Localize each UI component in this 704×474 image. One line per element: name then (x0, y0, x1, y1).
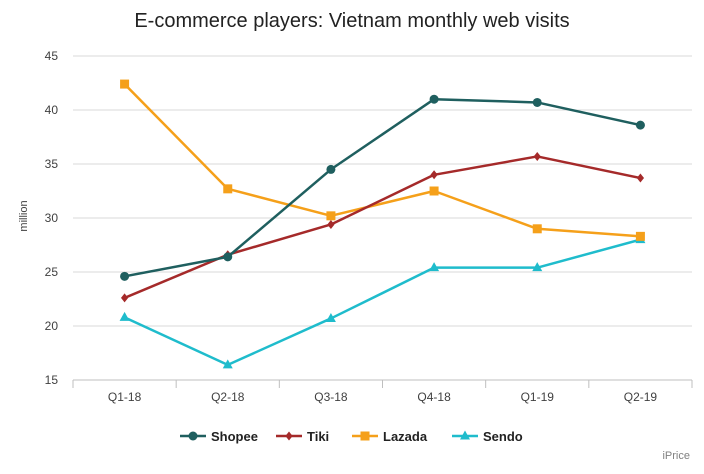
data-point-shopee-q2-18 (223, 252, 233, 262)
data-point-tiki-q4-18 (430, 170, 438, 180)
data-point-shopee-q1-18 (120, 271, 130, 281)
y-tick-label-40: 40 (45, 103, 59, 117)
data-point-shopee-q4-18 (429, 94, 439, 104)
legend-label-sendo: Sendo (483, 429, 523, 444)
data-point-shopee-q3-18 (326, 164, 336, 174)
source-credit: iPrice (662, 450, 690, 462)
data-point-lazada-q4-18 (429, 186, 439, 196)
y-tick-label-35: 35 (45, 157, 59, 171)
legend-marker-lazada (360, 431, 370, 441)
data-point-lazada-q3-18 (326, 211, 336, 221)
series-line-tiki (124, 155, 641, 300)
axes: 15 20 25 30 35 40 45 Q1-18 Q2-18 Q3-18 Q4-18 Q1-19 Q… (45, 49, 693, 404)
data-point-lazada-q1-18 (120, 79, 130, 89)
data-point-sendo-q4-18 (429, 262, 440, 272)
y-tick-label-25: 25 (45, 265, 59, 279)
legend-item-tiki: Tiki (276, 429, 329, 444)
data-point-lazada-q1-19 (532, 224, 542, 234)
legend-item-lazada: Lazada (352, 429, 428, 444)
data-point-sendo-q2-18 (222, 359, 233, 369)
data-point-sendo-q3-18 (325, 312, 336, 322)
data-point-sendo-q1-18 (119, 311, 130, 321)
legend-item-sendo: Sendo (452, 429, 523, 444)
data-point-sendo-q1-19 (532, 262, 543, 272)
legend-label-shopee: Shopee (211, 429, 258, 444)
x-tick-label-q4-18: Q4-18 (417, 390, 451, 404)
series-tiki (120, 151, 645, 303)
series-group (119, 79, 646, 369)
x-tick-label-q3-18: Q3-18 (314, 390, 348, 404)
series-line-lazada (123, 83, 641, 238)
series-lazada (120, 79, 645, 241)
data-point-shopee-q1-19 (532, 97, 542, 107)
legend-marker-shopee (188, 431, 198, 441)
x-tick-label-q2-19: Q2-19 (624, 390, 658, 404)
data-point-tiki-q1-18 (120, 293, 129, 303)
series-sendo (119, 234, 646, 369)
legend-label-tiki: Tiki (307, 429, 329, 444)
y-axis-label: million (18, 200, 30, 231)
legend-marker-tiki (285, 431, 293, 441)
data-point-shopee-q2-19 (635, 120, 645, 130)
y-tick-label-30: 30 (45, 211, 59, 225)
legend-marker-sendo (460, 430, 470, 440)
x-tick-label-q1-19: Q1-19 (521, 390, 555, 404)
data-point-tiki-q1-19 (533, 151, 541, 161)
x-tick-label-q1-18: Q1-18 (108, 390, 142, 404)
series-line-shopee (124, 97, 641, 278)
y-tick-label-15: 15 (45, 373, 59, 387)
chart-title: E-commerce players: Vietnam monthly web … (134, 10, 569, 32)
data-point-tiki-q2-19 (636, 173, 645, 183)
data-point-lazada-q2-19 (635, 231, 645, 241)
series-shopee (120, 94, 645, 281)
y-tick-label-45: 45 (45, 49, 59, 63)
x-tick-label-q2-18: Q2-18 (211, 390, 245, 404)
legend: Shopee Tiki Lazada Sendo (180, 429, 523, 444)
grid-lines (73, 55, 692, 327)
y-tick-label-20: 20 (45, 319, 59, 333)
data-point-tiki-q3-18 (327, 219, 335, 229)
data-point-lazada-q2-18 (223, 184, 233, 194)
series-line-sendo (124, 238, 641, 367)
legend-item-shopee: Shopee (180, 429, 258, 444)
legend-label-lazada: Lazada (383, 429, 428, 444)
